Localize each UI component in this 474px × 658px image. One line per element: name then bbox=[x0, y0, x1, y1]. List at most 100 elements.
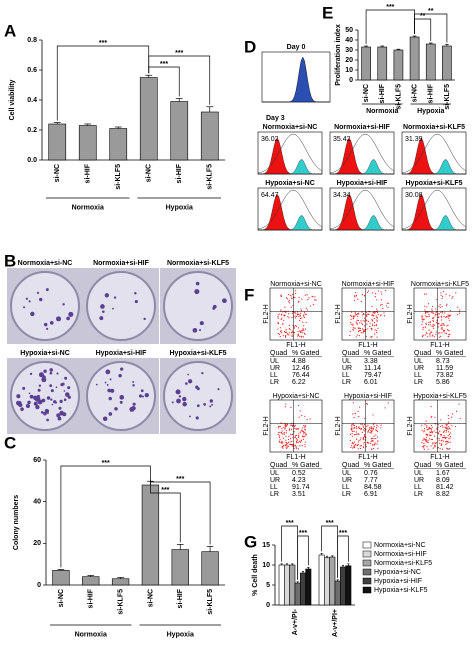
scatter-dot bbox=[372, 437, 374, 439]
scatter-dot bbox=[365, 428, 367, 430]
bar bbox=[82, 576, 100, 586]
scatter-dot bbox=[352, 441, 354, 444]
scatter-dot bbox=[422, 335, 424, 337]
scatter-dot bbox=[444, 429, 446, 431]
scatter-dot bbox=[297, 330, 299, 333]
scatter-dot bbox=[280, 294, 282, 296]
significance-label: *** bbox=[176, 476, 184, 483]
scatter-dot bbox=[358, 439, 360, 441]
scatter-dot bbox=[296, 438, 298, 441]
scatter-dot bbox=[441, 297, 443, 299]
scatter-dot bbox=[448, 336, 450, 338]
scatter-dot bbox=[279, 313, 281, 315]
scatter-dot bbox=[352, 402, 354, 404]
group-label: Normoxia bbox=[72, 204, 104, 211]
table-cell: UR bbox=[414, 365, 424, 372]
scatter-dot bbox=[441, 295, 444, 297]
colony bbox=[33, 401, 38, 406]
scatter-dot bbox=[293, 427, 295, 429]
colony bbox=[134, 291, 137, 295]
error-bar bbox=[291, 563, 294, 565]
scatter-dot bbox=[371, 314, 373, 316]
table-cell: UR bbox=[270, 477, 280, 484]
scatter-dot bbox=[381, 299, 383, 301]
colony bbox=[192, 327, 198, 333]
scatter-dot bbox=[294, 424, 296, 426]
scatter-dot bbox=[429, 434, 431, 436]
scatter-dot bbox=[381, 293, 383, 295]
colony bbox=[109, 378, 112, 381]
bar bbox=[201, 551, 219, 586]
axis-label: FL1-H bbox=[286, 454, 305, 461]
scatter-dot bbox=[356, 428, 358, 430]
error-bar bbox=[280, 563, 283, 565]
colony bbox=[50, 389, 54, 393]
colony bbox=[45, 288, 49, 291]
scatter-dot bbox=[291, 330, 293, 332]
bar bbox=[171, 549, 189, 586]
colony bbox=[41, 399, 44, 401]
scatter-dot bbox=[429, 324, 432, 326]
scatter-dot bbox=[360, 427, 363, 430]
scatter-frame bbox=[413, 287, 467, 341]
colony bbox=[56, 372, 59, 375]
scatter-dot bbox=[298, 404, 300, 407]
colony bbox=[22, 386, 26, 390]
scatter-dot bbox=[376, 320, 378, 322]
colony bbox=[140, 389, 144, 393]
scatter-dot bbox=[370, 336, 372, 338]
scatter-dot bbox=[287, 438, 290, 441]
scatter-dot bbox=[440, 433, 442, 436]
error-bar bbox=[285, 563, 289, 565]
scatter-dot bbox=[303, 430, 305, 433]
scatter-dot bbox=[302, 325, 305, 327]
y-tick-label: 0.2 bbox=[27, 127, 37, 134]
group-label: Normoxia bbox=[75, 631, 107, 638]
colony bbox=[59, 410, 64, 416]
scatter-dot bbox=[285, 435, 287, 438]
scatter-dot bbox=[424, 309, 426, 311]
scatter-dot bbox=[367, 431, 369, 433]
scatter-dot bbox=[282, 433, 284, 435]
scatter-dot bbox=[351, 426, 353, 428]
scatter-dot bbox=[369, 325, 371, 327]
photo-label: Normoxia+si-KLF5 bbox=[167, 260, 229, 267]
colony bbox=[66, 393, 69, 396]
table-header: Quad bbox=[342, 350, 359, 357]
scatter-dot bbox=[367, 442, 369, 444]
scatter-dot bbox=[457, 313, 459, 316]
bar bbox=[139, 77, 158, 161]
scatter-dot bbox=[376, 299, 378, 301]
scatter-dot bbox=[360, 439, 362, 441]
scatter-dot bbox=[290, 295, 292, 297]
scatter-dot bbox=[279, 327, 281, 329]
histogram-title: Day 3 bbox=[266, 115, 285, 122]
scatter-dot bbox=[297, 333, 299, 335]
scatter-dot bbox=[437, 426, 439, 428]
scatter-dot bbox=[363, 443, 365, 445]
table-header: % Gated bbox=[292, 462, 319, 469]
scatter-dot bbox=[304, 432, 307, 434]
scatter-dot bbox=[300, 308, 302, 310]
scatter-dot bbox=[296, 434, 298, 437]
scatter-dot bbox=[352, 323, 354, 325]
table-cell: UL bbox=[342, 358, 351, 365]
scatter-dot bbox=[366, 323, 368, 325]
table-cell: UR bbox=[342, 477, 352, 484]
table-cell: LR bbox=[342, 491, 351, 498]
scatter-frame bbox=[341, 399, 395, 453]
scatter-dot bbox=[290, 438, 292, 440]
scatter-dot bbox=[374, 311, 376, 313]
x-tick-label: si-NC bbox=[54, 164, 61, 182]
scatter-dot bbox=[387, 402, 389, 404]
scatter-dot bbox=[425, 437, 427, 439]
scatter-dot bbox=[350, 318, 352, 320]
table-cell: 6.91 bbox=[364, 491, 378, 498]
scatter-dot bbox=[363, 436, 365, 439]
colony bbox=[49, 321, 54, 325]
scatter-dot bbox=[299, 335, 301, 338]
bar bbox=[340, 566, 346, 606]
scatter-dot bbox=[457, 306, 459, 308]
scatter-dot bbox=[421, 317, 423, 319]
scatter-dot bbox=[432, 443, 434, 445]
